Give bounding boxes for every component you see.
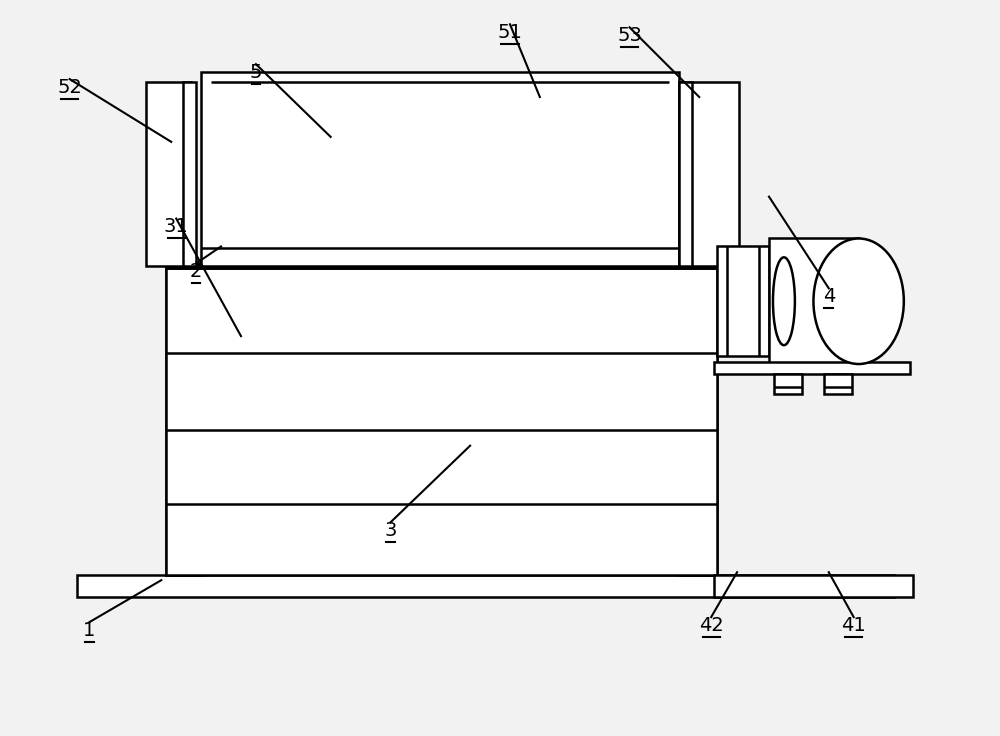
- Ellipse shape: [773, 258, 795, 345]
- Bar: [714, 576, 913, 597]
- Text: 5: 5: [250, 63, 262, 82]
- Text: 31: 31: [164, 218, 189, 236]
- Bar: [824, 374, 852, 394]
- Bar: [679, 82, 739, 266]
- Bar: [201, 72, 679, 266]
- Bar: [146, 82, 191, 266]
- Bar: [183, 82, 196, 266]
- Text: 2: 2: [190, 262, 202, 281]
- Text: 42: 42: [699, 616, 724, 635]
- Bar: [166, 266, 204, 576]
- Text: 1: 1: [83, 621, 96, 640]
- Bar: [679, 82, 692, 266]
- Text: 4: 4: [823, 287, 835, 306]
- Bar: [714, 362, 910, 374]
- Text: 53: 53: [617, 26, 642, 45]
- Bar: [769, 238, 859, 364]
- Text: 51: 51: [498, 24, 522, 42]
- Text: 41: 41: [841, 616, 866, 635]
- Bar: [679, 266, 717, 576]
- Bar: [774, 374, 802, 394]
- Text: 3: 3: [384, 521, 397, 540]
- Bar: [77, 576, 894, 597]
- Ellipse shape: [813, 238, 904, 364]
- Bar: [717, 247, 769, 356]
- Text: 52: 52: [57, 78, 82, 97]
- Bar: [166, 266, 717, 576]
